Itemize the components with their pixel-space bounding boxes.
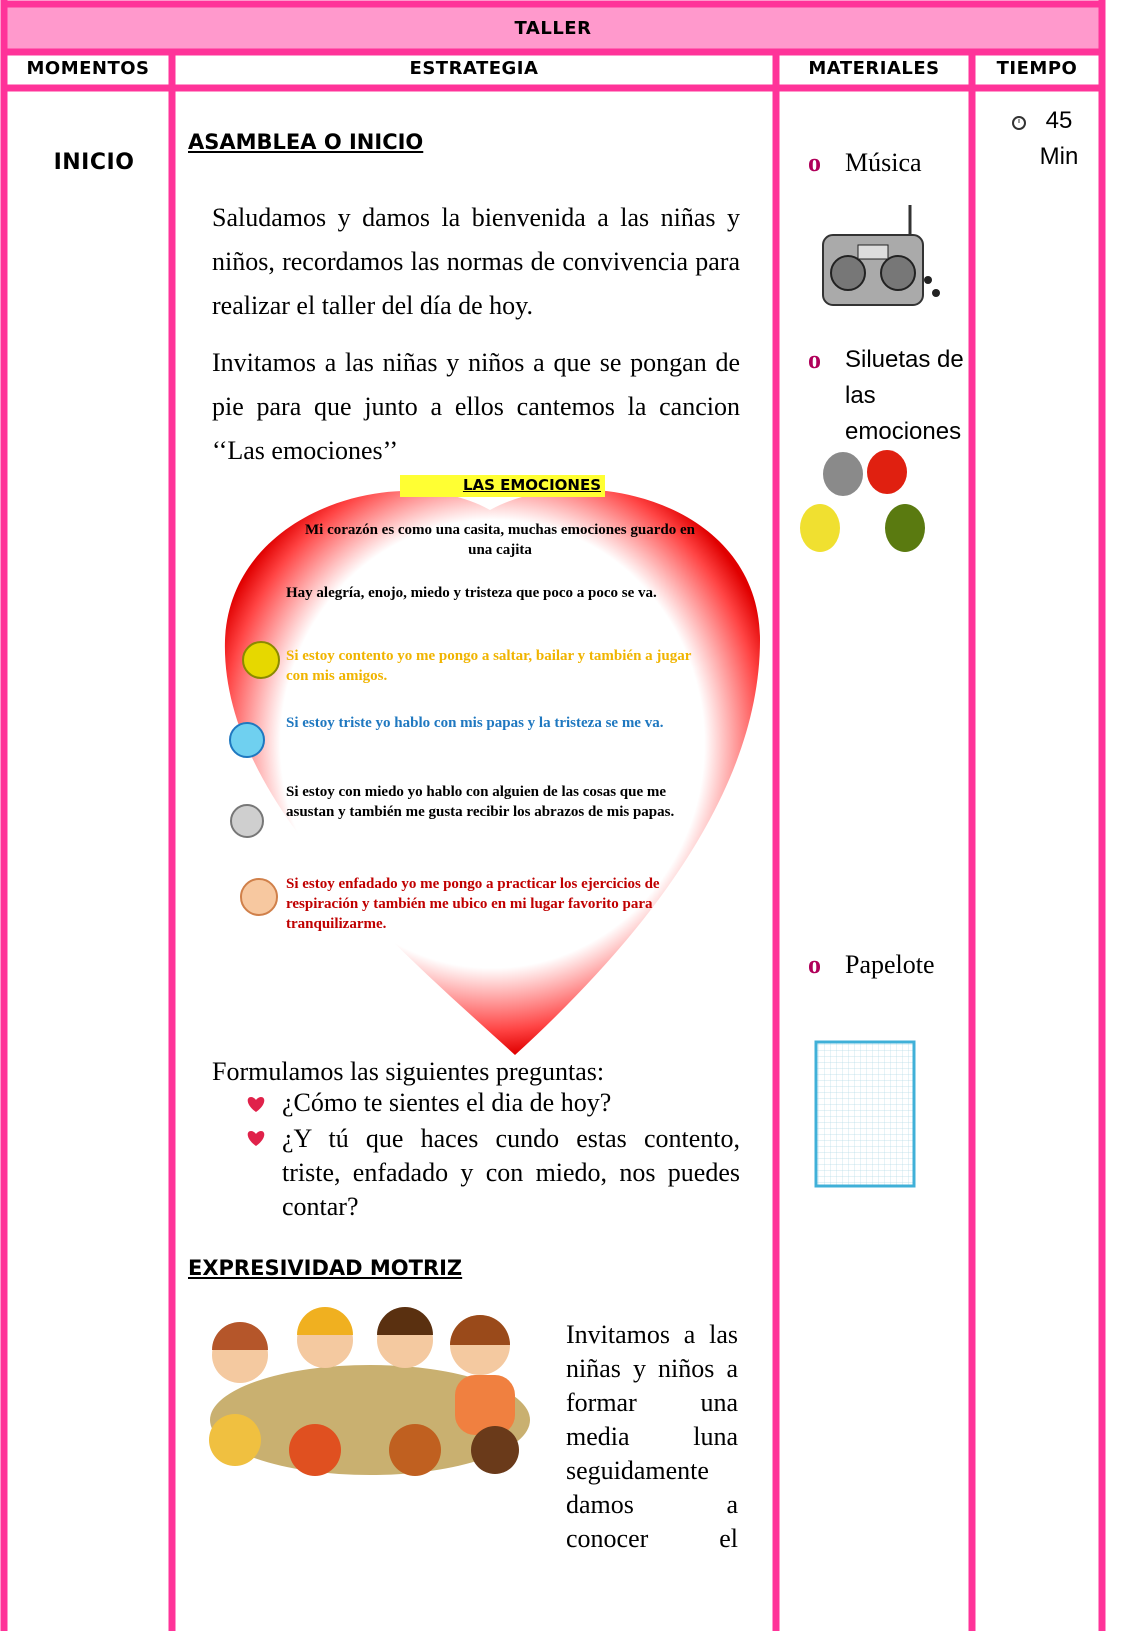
time: 45 Min (1039, 107, 1079, 170)
song-title-bg (400, 475, 605, 497)
questions-intro: Formulamos las siguientes preguntas: (212, 1057, 605, 1086)
column-header: ESTRATEGIA (409, 58, 539, 79)
moment: INICIO (53, 150, 135, 175)
bullet: o (808, 345, 821, 374)
bullet: o (808, 148, 821, 177)
paragraph: Invitamos a las niñas y niños a formar u… (566, 1320, 738, 1553)
verse: Hay alegría, enojo, miedo y tristeza que… (286, 585, 657, 601)
verse: Si estoy enfadado yo me pongo a practica… (286, 876, 660, 932)
grid-paper (814, 1040, 916, 1188)
heart (224, 489, 760, 1055)
clock-icon (1012, 116, 1026, 130)
material: Música (845, 148, 922, 177)
column-header: TIEMPO (996, 58, 1078, 79)
song-title: LAS EMOCIONES (462, 476, 601, 494)
column-header: MOMENTOS (26, 58, 150, 79)
question: ¿Cómo te sientes el dia de hoy? (282, 1088, 612, 1117)
song-faces (229, 641, 280, 916)
section-title: EXPRESIVIDAD MOTRIZ (188, 1256, 463, 1280)
verse: Si estoy con miedo yo hablo con alguien … (286, 784, 675, 820)
title-bg (4, 4, 1102, 52)
paragraph: Saludamos y damos la bienvenida a las ni… (212, 203, 740, 320)
paragraph: Invitamos a las niñas y niños a que se p… (212, 348, 740, 465)
bullet-icons (247, 1097, 265, 1146)
bullet: o (808, 950, 821, 979)
verse: Si estoy contento yo me pongo a saltar, … (286, 648, 692, 684)
column-header: MATERIALES (808, 58, 940, 79)
section-title: ASAMBLEA O INICIO (188, 130, 424, 154)
material: Siluetas de las emociones (845, 346, 964, 445)
emotion-faces (800, 450, 925, 552)
question: ¿Y tú que haces cundo estas contento, tr… (282, 1124, 740, 1221)
title: TALLER (514, 18, 592, 39)
verse: Si estoy triste yo hablo con mis papas y… (286, 715, 664, 731)
material: Papelote (845, 950, 935, 979)
verse: Mi corazón es como una casita, muchas em… (305, 522, 695, 558)
radio-icon (822, 205, 940, 306)
children-illustration (209, 1307, 530, 1476)
